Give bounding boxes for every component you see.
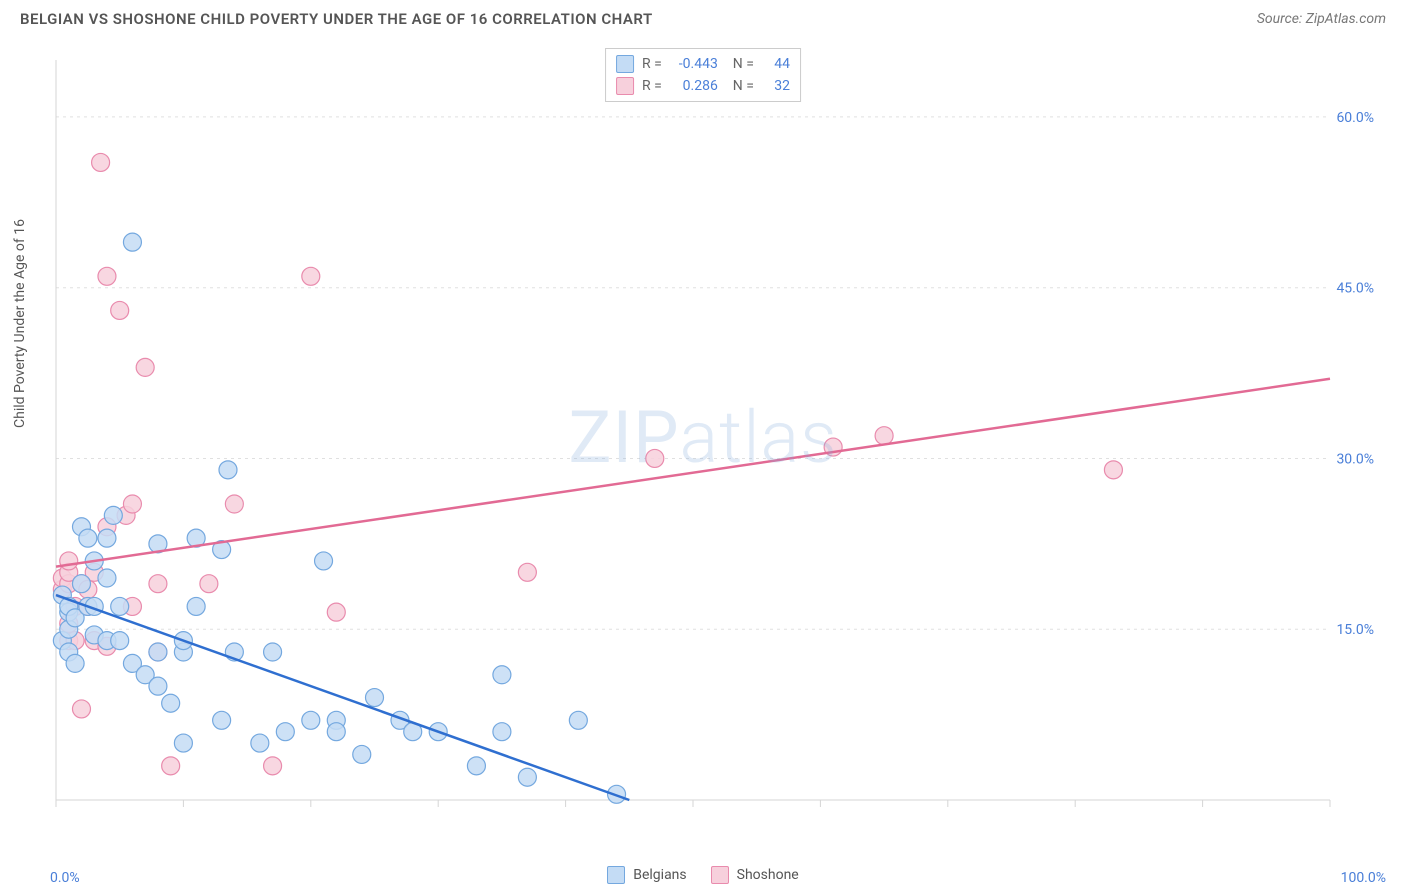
- data-point: [251, 734, 269, 752]
- chart-svg: 15.0% 30.0% 45.0% 60.0%: [50, 45, 1380, 835]
- stats-n-label: N =: [726, 56, 754, 72]
- data-point: [493, 723, 511, 741]
- data-point: [276, 723, 294, 741]
- data-point: [200, 575, 218, 593]
- y-axis-label: Child Poverty Under the Age of 16: [12, 219, 28, 428]
- trend-line: [56, 595, 629, 800]
- stats-row: R = 0.286 N = 32: [616, 75, 790, 97]
- data-point: [162, 757, 180, 775]
- data-point: [264, 643, 282, 661]
- chart-plot-area: 15.0% 30.0% 45.0% 60.0%: [50, 45, 1380, 835]
- data-point: [315, 552, 333, 570]
- data-point: [187, 597, 205, 615]
- data-point: [302, 711, 320, 729]
- data-point: [72, 700, 90, 718]
- data-point: [1104, 461, 1122, 479]
- stats-n-value: 44: [762, 56, 790, 72]
- data-point: [366, 689, 384, 707]
- data-point: [72, 575, 90, 593]
- data-point: [66, 654, 84, 672]
- y-tick-label: 60.0%: [1336, 110, 1374, 126]
- stats-row: R = -0.443 N = 44: [616, 53, 790, 75]
- data-point: [111, 632, 129, 650]
- stats-r-label: R =: [642, 78, 662, 94]
- data-point: [60, 552, 78, 570]
- data-point: [162, 694, 180, 712]
- data-point: [219, 461, 237, 479]
- data-point: [98, 267, 116, 285]
- data-point: [79, 529, 97, 547]
- data-point: [518, 768, 536, 786]
- legend-swatch: [607, 866, 625, 884]
- data-point: [327, 603, 345, 621]
- trend-line: [56, 379, 1330, 567]
- series-legend: Belgians Shoshone: [0, 866, 1406, 884]
- data-point: [149, 575, 167, 593]
- y-tick-label: 15.0%: [1336, 622, 1374, 638]
- data-point: [104, 506, 122, 524]
- chart-title: BELGIAN VS SHOSHONE CHILD POVERTY UNDER …: [20, 10, 653, 28]
- stats-swatch: [616, 55, 634, 73]
- data-point: [264, 757, 282, 775]
- stats-n-value: 32: [762, 78, 790, 94]
- data-point: [92, 153, 110, 171]
- data-point: [111, 301, 129, 319]
- legend-label: Shoshone: [737, 867, 799, 883]
- chart-source: Source: ZipAtlas.com: [1257, 11, 1386, 27]
- data-point: [569, 711, 587, 729]
- data-point: [136, 358, 154, 376]
- stats-r-label: R =: [642, 56, 662, 72]
- stats-r-value: 0.286: [670, 78, 718, 94]
- data-point: [149, 643, 167, 661]
- stats-n-label: N =: [726, 78, 754, 94]
- data-point: [174, 734, 192, 752]
- legend-item: Shoshone: [711, 866, 799, 884]
- data-point: [646, 449, 664, 467]
- legend-item: Belgians: [607, 866, 686, 884]
- data-point: [302, 267, 320, 285]
- data-point: [98, 529, 116, 547]
- data-point: [213, 711, 231, 729]
- legend-swatch: [711, 866, 729, 884]
- data-point: [98, 569, 116, 587]
- data-point: [123, 495, 141, 513]
- data-point: [149, 677, 167, 695]
- legend-label: Belgians: [633, 867, 686, 883]
- y-tick-label: 45.0%: [1336, 281, 1374, 297]
- data-point: [467, 757, 485, 775]
- y-tick-label: 30.0%: [1336, 451, 1374, 467]
- chart-header: BELGIAN VS SHOSHONE CHILD POVERTY UNDER …: [0, 0, 1406, 36]
- data-point: [493, 666, 511, 684]
- data-point: [518, 563, 536, 581]
- data-point: [123, 233, 141, 251]
- data-point: [353, 745, 371, 763]
- data-point: [225, 495, 243, 513]
- stats-r-value: -0.443: [670, 56, 718, 72]
- correlation-stats-box: R = -0.443 N = 44 R = 0.286 N = 32: [605, 48, 801, 102]
- data-point: [875, 427, 893, 445]
- data-point: [327, 723, 345, 741]
- data-point: [111, 597, 129, 615]
- stats-swatch: [616, 77, 634, 95]
